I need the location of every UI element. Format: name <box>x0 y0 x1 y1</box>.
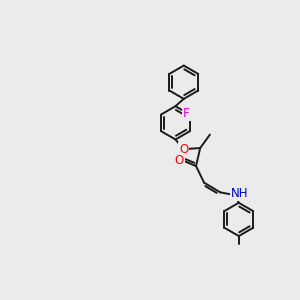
Text: NH: NH <box>231 187 248 200</box>
Text: O: O <box>179 143 188 156</box>
Text: F: F <box>183 107 190 120</box>
Text: O: O <box>175 154 184 167</box>
